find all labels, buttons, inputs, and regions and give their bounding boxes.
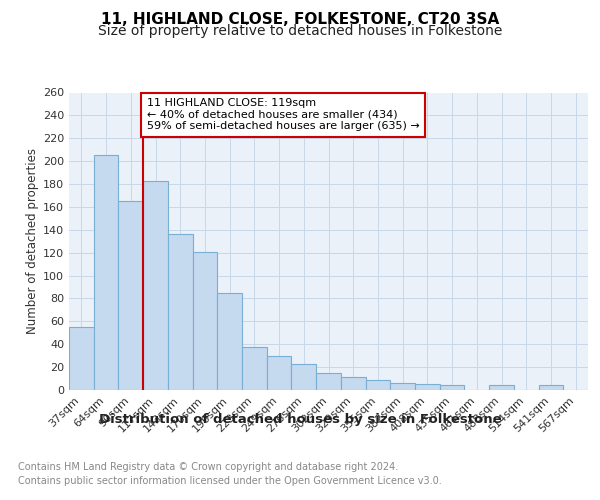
Y-axis label: Number of detached properties: Number of detached properties [26,148,39,334]
Bar [316,373,341,390]
Bar [217,292,242,390]
Bar [143,180,168,390]
Bar [168,234,193,390]
Bar [193,252,217,390]
Text: Distribution of detached houses by size in Folkestone: Distribution of detached houses by size … [98,412,502,426]
Bar [94,156,118,390]
Text: 11 HIGHLAND CLOSE: 119sqm
← 40% of detached houses are smaller (434)
59% of semi: 11 HIGHLAND CLOSE: 119sqm ← 40% of detac… [147,98,419,132]
Bar [292,364,316,390]
Bar [390,383,415,390]
Text: Contains HM Land Registry data © Crown copyright and database right 2024.: Contains HM Land Registry data © Crown c… [18,462,398,472]
Bar [365,380,390,390]
Text: 11, HIGHLAND CLOSE, FOLKESTONE, CT20 3SA: 11, HIGHLAND CLOSE, FOLKESTONE, CT20 3SA [101,12,499,28]
Bar [242,346,267,390]
Text: Contains public sector information licensed under the Open Government Licence v3: Contains public sector information licen… [18,476,442,486]
Bar [118,201,143,390]
Text: Size of property relative to detached houses in Folkestone: Size of property relative to detached ho… [98,24,502,38]
Bar [267,356,292,390]
Bar [415,384,440,390]
Bar [341,378,365,390]
Bar [69,327,94,390]
Bar [489,386,514,390]
Bar [539,386,563,390]
Bar [440,386,464,390]
